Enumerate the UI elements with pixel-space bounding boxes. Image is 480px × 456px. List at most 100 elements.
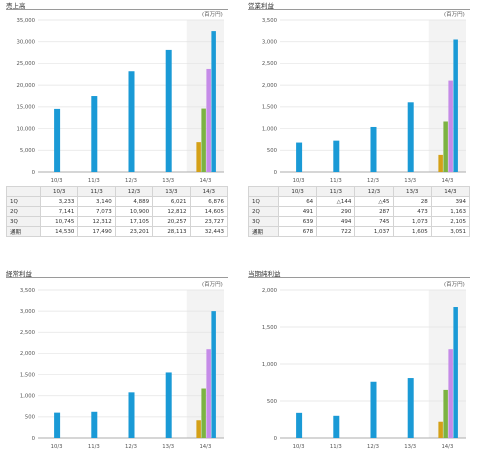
table-corner xyxy=(248,186,279,197)
full-year-bar xyxy=(453,39,458,173)
full-year-bar xyxy=(370,381,377,438)
table-row: 3Q 639 494 745 1,073 2,105 xyxy=(248,216,471,227)
title-divider xyxy=(248,277,470,278)
table-cell: 23,201 xyxy=(114,226,154,237)
y-tick-label: 3,000 xyxy=(262,40,278,46)
x-tick-label: 11/3 xyxy=(88,444,100,450)
quarter-bar xyxy=(201,108,206,172)
table-cell: 3,233 xyxy=(39,196,79,207)
x-tick-label: 11/3 xyxy=(88,178,100,184)
y-tick-label: 35,000 xyxy=(16,18,35,24)
table-cell: 491 xyxy=(277,206,318,217)
y-tick-label: 2,000 xyxy=(262,83,278,89)
table-cell: 722 xyxy=(316,226,356,237)
table-cell: 32,443 xyxy=(189,226,229,237)
x-tick-label: 13/3 xyxy=(404,444,416,450)
x-tick-label: 12/3 xyxy=(125,444,137,450)
table-cell: 745 xyxy=(354,216,394,227)
quarter-bar xyxy=(206,349,211,438)
table-cell: 64 xyxy=(277,196,318,207)
y-tick-label: 10,000 xyxy=(16,126,35,132)
full-year-bar xyxy=(165,49,172,172)
table-cell: 7,141 xyxy=(39,206,79,217)
y-tick-label: 1,000 xyxy=(262,362,278,368)
column-header: 14/3 xyxy=(189,186,229,197)
full-year-bar xyxy=(91,96,98,172)
table-cell: 14,530 xyxy=(39,226,79,237)
x-tick-label: 12/3 xyxy=(125,178,137,184)
table-cell: 17,105 xyxy=(114,216,154,227)
y-tick-label: 500 xyxy=(267,148,278,154)
x-tick-label: 13/3 xyxy=(162,178,174,184)
full-year-bar xyxy=(54,412,61,438)
y-tick-label: 0 xyxy=(32,170,36,176)
title-divider xyxy=(6,9,228,10)
y-tick-label: 5,000 xyxy=(20,148,36,154)
table-cell: 678 xyxy=(277,226,318,237)
table-cell: 1,073 xyxy=(392,216,432,227)
column-header: 10/3 xyxy=(39,186,79,197)
row-label: 3Q xyxy=(248,216,279,227)
y-tick-label: 0 xyxy=(274,170,278,176)
y-tick-label: 0 xyxy=(32,436,36,442)
x-tick-label: 14/3 xyxy=(199,444,211,450)
full-year-bar xyxy=(91,411,98,438)
full-year-bar xyxy=(165,372,172,438)
full-year-bar xyxy=(296,142,303,172)
column-header: 13/3 xyxy=(152,186,191,197)
table-cell: 287 xyxy=(354,206,394,217)
x-tick-label: 14/3 xyxy=(441,444,453,450)
operating-income-chart: 0 500 1,000 1,500 2,000 2,500 3,000 3,500 10/3 11… xyxy=(262,18,466,184)
column-header: 10/3 xyxy=(277,186,318,197)
x-tick-label: 10/3 xyxy=(51,444,63,450)
y-tick-label: 1,000 xyxy=(20,394,36,400)
row-label: 2Q xyxy=(248,206,279,217)
y-tick-label: 1,000 xyxy=(262,126,278,132)
y-tick-label: 15,000 xyxy=(16,105,35,111)
table-cell: △45 xyxy=(354,196,394,207)
table-cell: 7,073 xyxy=(77,206,116,217)
table-cell: 3,140 xyxy=(77,196,116,207)
y-tick-label: 1,500 xyxy=(262,325,278,331)
y-tick-label: 3,500 xyxy=(262,18,278,24)
y-tick-label: 500 xyxy=(267,399,278,405)
table-row: 通期 678 722 1,037 1,605 3,051 xyxy=(248,226,471,237)
full-year-bar xyxy=(211,311,216,438)
table-cell: 10,745 xyxy=(39,216,79,227)
sales-chart: 0 5,000 10,000 15,000 20,000 25,000 30,000 35,0… xyxy=(16,18,224,184)
row-label: 3Q xyxy=(6,216,41,227)
x-tick-label: 14/3 xyxy=(199,178,211,184)
x-tick-label: 12/3 xyxy=(367,178,379,184)
table-corner xyxy=(6,186,41,197)
x-tick-label: 13/3 xyxy=(404,178,416,184)
y-tick-label: 20,000 xyxy=(16,83,35,89)
panel-ordinary-income: 経常利益 (百万円) 0 500 1,000 1,500 2,000 2,500 3,000… xyxy=(6,268,228,454)
quarter-bar xyxy=(438,154,443,172)
x-tick-label: 13/3 xyxy=(162,444,174,450)
chart-title: 営業利益 xyxy=(248,2,274,10)
full-year-bar xyxy=(407,102,414,172)
unit-label: (百万円) xyxy=(202,12,223,18)
unit-label: (百万円) xyxy=(444,12,465,18)
row-label: 通期 xyxy=(248,226,279,237)
sales-table: 10/3 11/3 12/3 13/3 14/3 1Q 3,233 3,140 … xyxy=(6,186,229,237)
table-cell: 394 xyxy=(430,196,471,207)
quarter-bar xyxy=(196,142,201,172)
y-tick-label: 3,500 xyxy=(20,288,36,294)
y-tick-label: 2,500 xyxy=(20,330,36,336)
chart-title: 当期純利益 xyxy=(248,270,281,278)
y-tick-label: 1,500 xyxy=(20,372,36,378)
row-label: 通期 xyxy=(6,226,41,237)
full-year-bar xyxy=(128,392,135,438)
table-cell: 23,727 xyxy=(189,216,229,227)
table-row: 1Q 3,233 3,140 4,889 6,021 6,876 xyxy=(6,196,229,207)
column-header: 14/3 xyxy=(430,186,471,197)
full-year-bar xyxy=(54,108,61,172)
y-tick-label: 2,500 xyxy=(262,61,278,67)
table-cell: 2,105 xyxy=(430,216,471,227)
panel-net-sales: 売上高 (百万円) 0 5,000 10,000 15,000 20,000 25,000… xyxy=(6,0,229,250)
net-income-chart: 0 500 1,000 1,500 2,000 10/3 11/3 12/3 13/3 14/3 xyxy=(262,288,466,450)
table-cell: 12,812 xyxy=(152,206,191,217)
table-cell: 10,900 xyxy=(114,206,154,217)
y-tick-label: 3,000 xyxy=(20,309,36,315)
